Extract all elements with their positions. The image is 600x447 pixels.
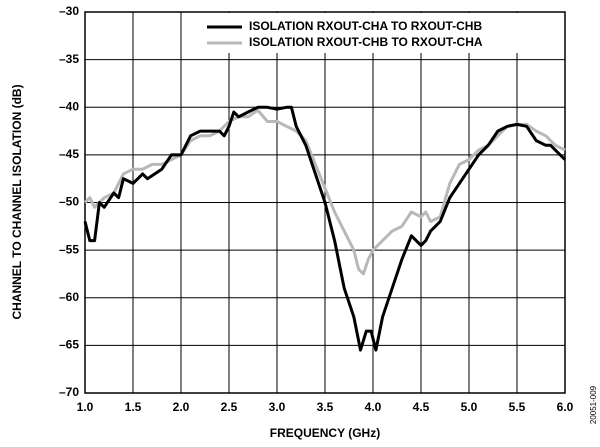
legend-label: ISOLATION RXOUT-CHA TO RXOUT-CHB xyxy=(249,19,482,33)
x-tick-label: 6.0 xyxy=(557,400,574,414)
y-tick-label: –65 xyxy=(59,338,79,352)
x-tick-label: 2.0 xyxy=(173,400,190,414)
y-tick-label: –50 xyxy=(59,195,79,209)
x-tick-label: 3.5 xyxy=(317,400,334,414)
y-tick-label: –45 xyxy=(59,147,79,161)
x-tick-label: 4.0 xyxy=(365,400,382,414)
x-tick-label: 5.0 xyxy=(461,400,478,414)
legend-label: ISOLATION RXOUT-CHB TO RXOUT-CHA xyxy=(249,35,483,49)
y-axis-title: CHANNEL TO CHANNEL ISOLATION (dB) xyxy=(10,84,24,319)
figure-id: 20051-009 xyxy=(589,385,598,424)
x-tick-label: 1.5 xyxy=(125,400,142,414)
x-tick-label: 4.5 xyxy=(413,400,430,414)
legend-box xyxy=(200,13,564,53)
y-tick-label: –40 xyxy=(59,99,79,113)
x-axis-title: FREQUENCY (GHz) xyxy=(270,426,380,440)
series-line xyxy=(83,105,567,352)
x-tick-label: 5.5 xyxy=(509,400,526,414)
x-tick-label: 2.5 xyxy=(221,400,238,414)
y-tick-label: –55 xyxy=(59,242,79,256)
y-tick-label: –30 xyxy=(59,4,79,18)
x-tick-label: 3.0 xyxy=(269,400,286,414)
y-tick-label: –70 xyxy=(59,385,79,399)
series-line xyxy=(83,108,566,276)
y-tick-label: –35 xyxy=(59,52,79,66)
x-tick-label: 1.0 xyxy=(77,400,94,414)
y-tick-label: –60 xyxy=(59,290,79,304)
